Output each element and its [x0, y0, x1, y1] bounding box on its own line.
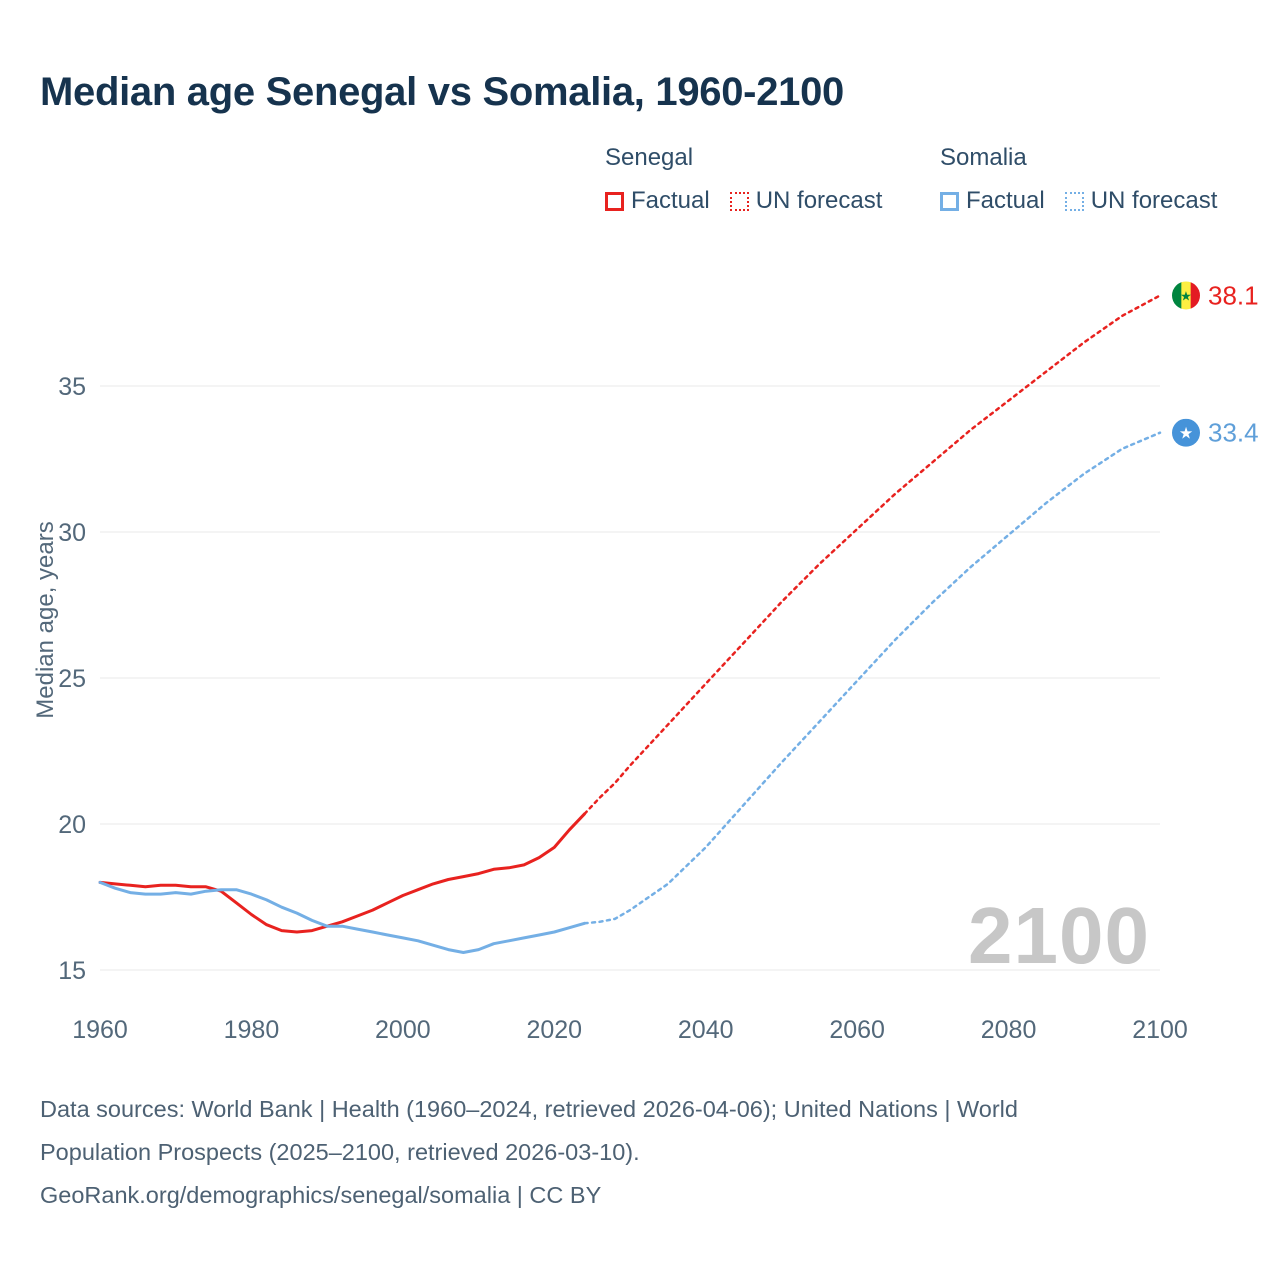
x-tick-label-2000: 2000 — [375, 1016, 431, 1044]
somalia-forecast-line — [583, 431, 1162, 925]
legend-series-name-somalia: Somalia — [940, 144, 1027, 171]
senegal-forecast-swatch-icon — [729, 191, 749, 211]
legend-row-somalia: Factual UN forecast — [940, 187, 1217, 215]
y-tick-label-20: 20 — [58, 811, 86, 839]
x-tick-label-1960: 1960 — [72, 1016, 128, 1044]
y-tick-label-15: 15 — [58, 957, 86, 985]
legend-label-somalia-forecast: UN forecast — [1090, 187, 1218, 214]
x-tick-label-1980: 1980 — [224, 1016, 280, 1044]
somalia-flag-star-icon: ★ — [1179, 426, 1193, 443]
legend-label-senegal-factual: Factual — [631, 187, 710, 214]
somalia-end-value-label: 33.4 — [1208, 418, 1259, 448]
senegal-flag-icon: ★ — [1172, 281, 1200, 310]
legend-label-somalia-factual: Factual — [966, 187, 1045, 214]
senegal-end-value-label: 38.1 — [1208, 280, 1259, 310]
somalia-forecast-swatch-icon — [1064, 191, 1084, 211]
legend-group-senegal: Senegal Factual UN forecast — [605, 144, 882, 215]
senegal-forecast-line — [583, 294, 1162, 816]
y-axis-title: Median age, years — [32, 521, 59, 719]
footer: Data sources: World Bank | Health (1960–… — [40, 1088, 1018, 1216]
x-tick-label-2020: 2020 — [526, 1016, 582, 1044]
x-tick-label-2080: 2080 — [981, 1016, 1037, 1044]
x-tick-label-2100: 2100 — [1132, 1016, 1188, 1044]
x-tick-label-2040: 2040 — [678, 1016, 734, 1044]
somalia-factual-line — [98, 880, 587, 954]
somalia-factual-swatch-icon — [940, 191, 959, 211]
y-tick-label-35: 35 — [58, 373, 86, 401]
senegal-factual-line — [98, 812, 587, 934]
senegal-flag-star-icon: ★ — [1180, 288, 1192, 303]
footer-line-2: Population Prospects (2025–2100, retriev… — [40, 1138, 640, 1165]
y-tick-label-25: 25 — [58, 665, 86, 693]
legend-row-senegal: Factual UN forecast — [605, 187, 882, 215]
legend-series-name-senegal: Senegal — [605, 144, 694, 171]
legend-label-senegal-forecast: UN forecast — [755, 187, 883, 214]
watermark-year: 2100 — [968, 891, 1150, 980]
senegal-factual-swatch-icon — [605, 191, 624, 211]
footer-line-3: GeoRank.org/demographics/senegal/somalia… — [40, 1181, 602, 1208]
legend-group-somalia: Somalia Factual UN forecast — [940, 144, 1217, 215]
y-tick-label-30: 30 — [58, 519, 86, 547]
x-tick-label-2060: 2060 — [829, 1016, 885, 1044]
footer-line-1: Data sources: World Bank | Health (1960–… — [40, 1096, 1018, 1122]
somalia-flag-icon: ★ — [1172, 418, 1200, 447]
page-title: Median age Senegal vs Somalia, 1960-2100 — [40, 70, 844, 114]
